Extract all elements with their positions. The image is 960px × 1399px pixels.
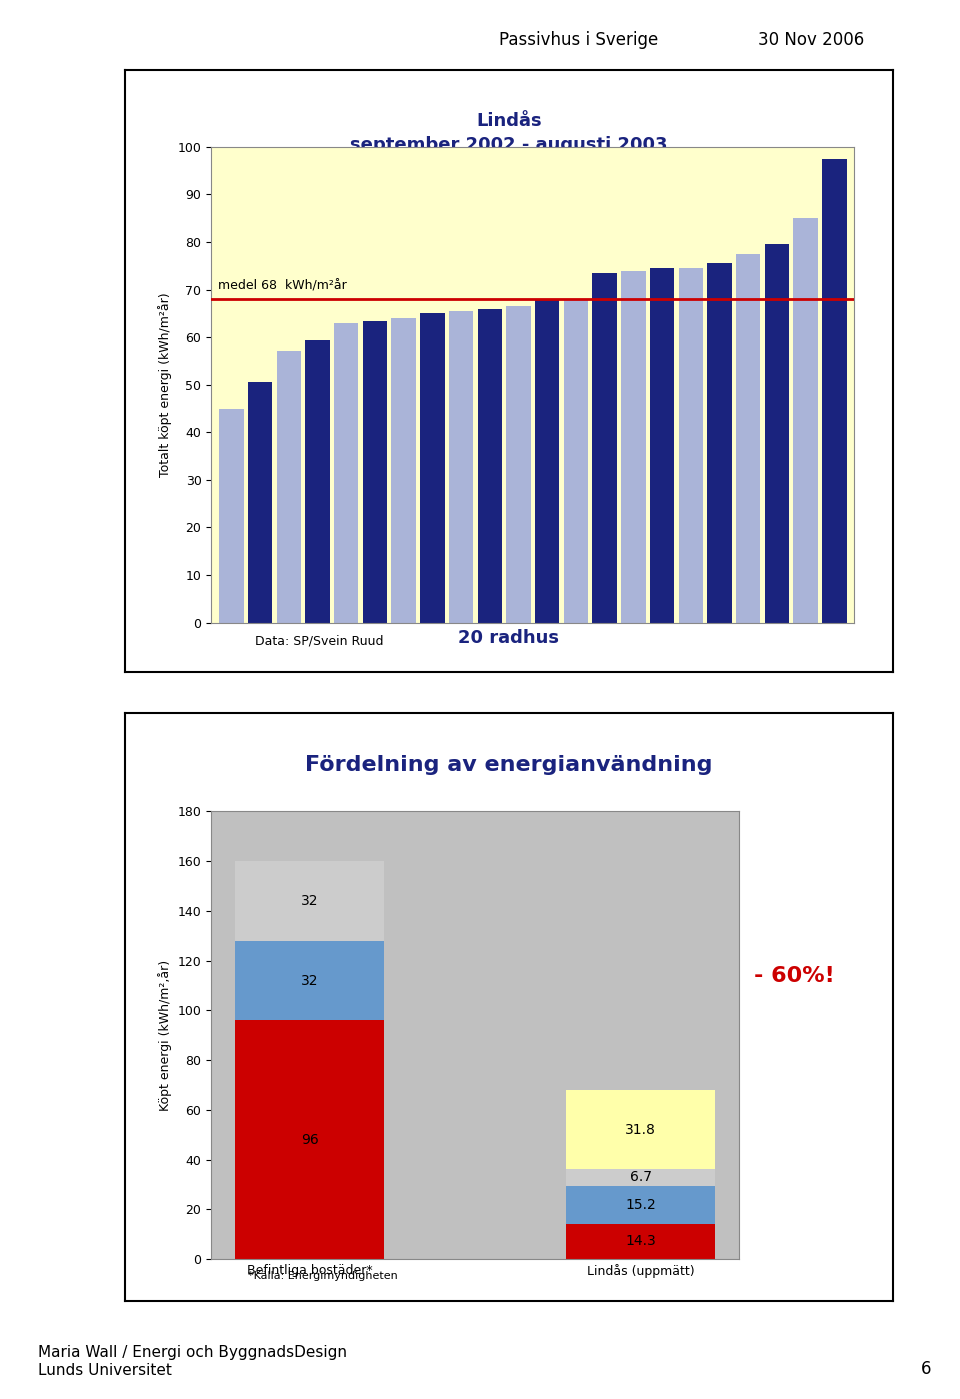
Bar <box>276 351 300 623</box>
Text: 20 radhus: 20 radhus <box>458 630 560 648</box>
Bar <box>235 940 384 1020</box>
Text: 30 Nov 2006: 30 Nov 2006 <box>758 31 865 49</box>
Text: Fördelning av energianvändning: Fördelning av energianvändning <box>305 754 712 775</box>
Bar <box>765 245 789 623</box>
Text: - 60%!: - 60%! <box>754 965 835 985</box>
Bar <box>679 269 703 623</box>
Text: 32: 32 <box>300 894 319 908</box>
Bar <box>506 306 531 623</box>
Bar <box>363 320 387 623</box>
Text: Lunds Universitet: Lunds Universitet <box>38 1363 172 1378</box>
Bar <box>621 270 645 623</box>
Bar <box>650 269 674 623</box>
Bar <box>334 323 358 623</box>
Bar <box>219 409 244 623</box>
Bar <box>736 255 760 623</box>
Bar <box>477 309 502 623</box>
Bar <box>248 382 273 623</box>
Text: 15.2: 15.2 <box>625 1198 656 1212</box>
Text: Lindås
september 2002 - augusti 2003
Uppvärmning + varmvatten + hushållsel: Lindås september 2002 - augusti 2003 Upp… <box>303 112 714 180</box>
Bar <box>566 1186 715 1224</box>
Bar <box>564 299 588 623</box>
Bar <box>449 311 473 623</box>
Text: Passivhus i Sverige: Passivhus i Sverige <box>499 31 659 49</box>
Text: 6.7: 6.7 <box>630 1171 652 1185</box>
Bar <box>305 340 329 623</box>
Text: 14.3: 14.3 <box>625 1234 656 1248</box>
Text: 6: 6 <box>921 1360 931 1378</box>
Bar <box>793 218 818 623</box>
Bar <box>592 273 616 623</box>
Bar <box>420 313 444 623</box>
Bar <box>708 263 732 623</box>
Bar <box>235 1020 384 1259</box>
Y-axis label: Totalt köpt energi (kWh/m²år): Totalt köpt energi (kWh/m²år) <box>158 292 172 477</box>
Bar <box>235 862 384 940</box>
Text: *Källa: Energimyndigheten: *Källa: Energimyndigheten <box>248 1270 397 1280</box>
Bar <box>535 299 560 623</box>
Text: medel 68  kWh/m²år: medel 68 kWh/m²år <box>218 280 347 292</box>
Text: Maria Wall / Energi och ByggnadsDesign: Maria Wall / Energi och ByggnadsDesign <box>38 1344 348 1360</box>
Bar <box>566 1170 715 1186</box>
Bar <box>822 158 847 623</box>
Text: 96: 96 <box>300 1133 319 1147</box>
Bar <box>566 1224 715 1259</box>
Text: 32: 32 <box>300 974 319 988</box>
Bar <box>392 318 416 623</box>
Y-axis label: Köpt energi (kWh/m²,år): Köpt energi (kWh/m²,år) <box>158 960 172 1111</box>
Text: 31.8: 31.8 <box>625 1122 656 1136</box>
Text: Data: SP/Svein Ruud: Data: SP/Svein Ruud <box>255 635 384 648</box>
Bar <box>566 1090 715 1170</box>
